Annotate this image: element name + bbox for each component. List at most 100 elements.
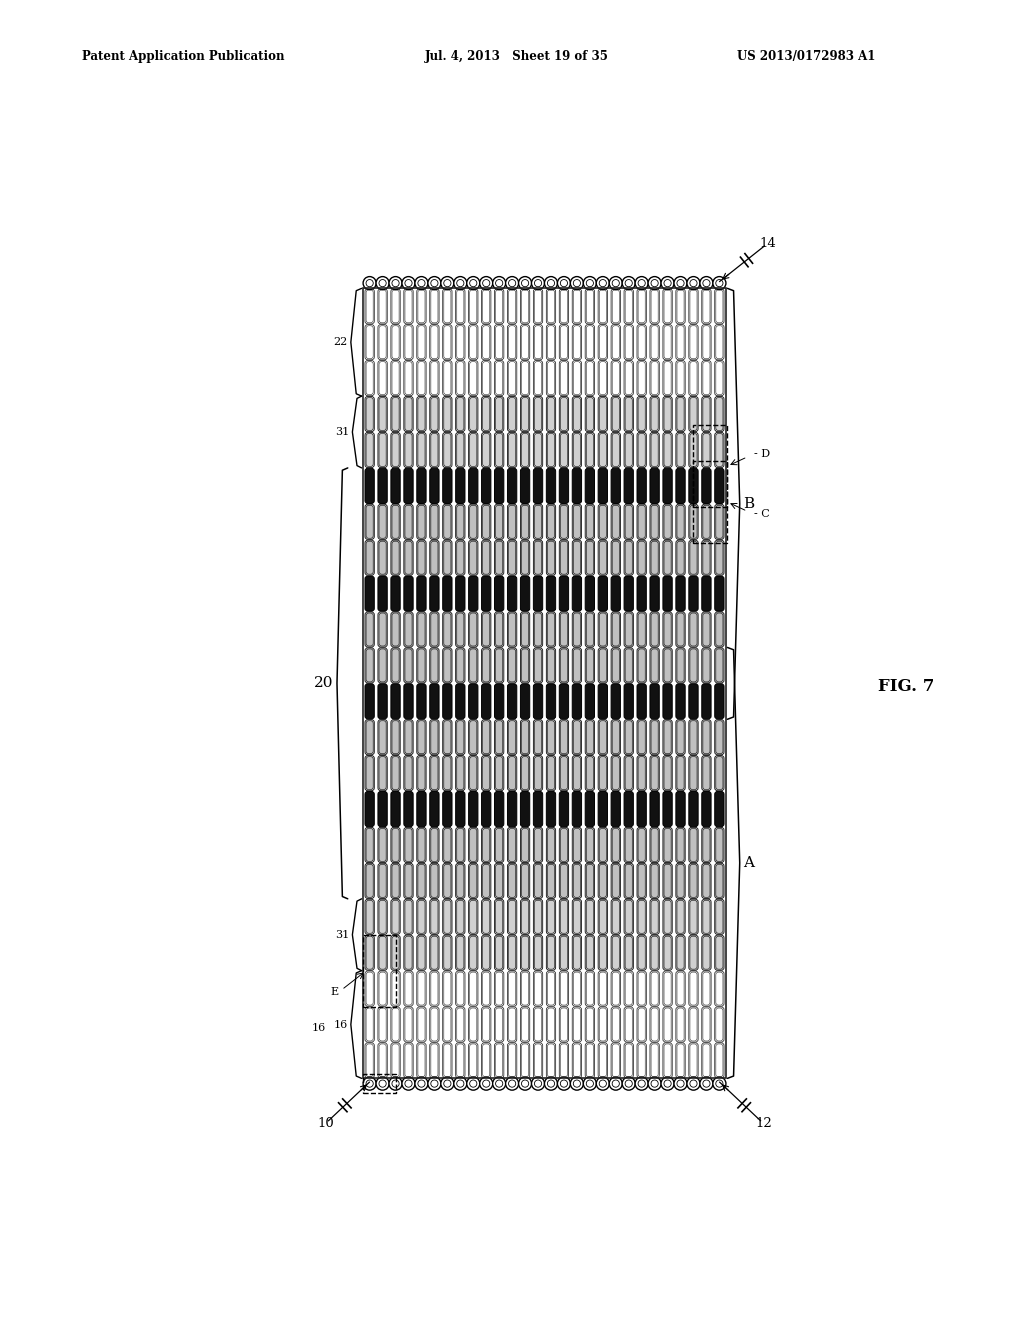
Circle shape xyxy=(609,1077,623,1090)
FancyBboxPatch shape xyxy=(547,684,556,719)
FancyBboxPatch shape xyxy=(663,469,672,503)
FancyBboxPatch shape xyxy=(676,719,685,755)
FancyBboxPatch shape xyxy=(495,648,504,682)
FancyBboxPatch shape xyxy=(689,935,698,970)
FancyBboxPatch shape xyxy=(365,576,375,611)
FancyBboxPatch shape xyxy=(417,935,426,970)
FancyBboxPatch shape xyxy=(547,360,556,396)
FancyBboxPatch shape xyxy=(469,648,478,682)
FancyBboxPatch shape xyxy=(689,360,698,396)
FancyBboxPatch shape xyxy=(391,360,400,396)
FancyBboxPatch shape xyxy=(559,612,568,647)
Circle shape xyxy=(454,1077,467,1090)
FancyBboxPatch shape xyxy=(378,828,387,862)
FancyBboxPatch shape xyxy=(598,289,607,323)
FancyBboxPatch shape xyxy=(598,612,607,647)
FancyBboxPatch shape xyxy=(701,612,711,647)
FancyBboxPatch shape xyxy=(481,828,490,862)
FancyBboxPatch shape xyxy=(598,1043,607,1078)
Circle shape xyxy=(545,277,557,289)
FancyBboxPatch shape xyxy=(689,828,698,862)
FancyBboxPatch shape xyxy=(547,972,556,1006)
FancyBboxPatch shape xyxy=(585,612,595,647)
FancyBboxPatch shape xyxy=(689,289,698,323)
FancyBboxPatch shape xyxy=(520,648,529,682)
FancyBboxPatch shape xyxy=(520,360,529,396)
Circle shape xyxy=(402,277,415,289)
Circle shape xyxy=(440,1077,454,1090)
FancyBboxPatch shape xyxy=(650,899,659,935)
FancyBboxPatch shape xyxy=(715,325,724,360)
Circle shape xyxy=(548,1080,555,1088)
FancyBboxPatch shape xyxy=(701,504,711,540)
Circle shape xyxy=(716,1080,723,1088)
FancyBboxPatch shape xyxy=(508,935,517,970)
FancyBboxPatch shape xyxy=(559,433,568,467)
FancyBboxPatch shape xyxy=(676,684,685,719)
FancyBboxPatch shape xyxy=(456,289,465,323)
FancyBboxPatch shape xyxy=(663,935,672,970)
Circle shape xyxy=(389,277,402,289)
FancyBboxPatch shape xyxy=(650,863,659,899)
FancyBboxPatch shape xyxy=(456,828,465,862)
FancyBboxPatch shape xyxy=(650,684,659,719)
FancyBboxPatch shape xyxy=(624,972,634,1006)
Circle shape xyxy=(366,280,373,286)
FancyBboxPatch shape xyxy=(598,648,607,682)
Circle shape xyxy=(713,1077,726,1090)
FancyBboxPatch shape xyxy=(378,1007,387,1041)
FancyBboxPatch shape xyxy=(701,325,711,360)
FancyBboxPatch shape xyxy=(585,792,595,826)
FancyBboxPatch shape xyxy=(689,684,698,719)
FancyBboxPatch shape xyxy=(611,899,621,935)
FancyBboxPatch shape xyxy=(378,1043,387,1078)
FancyBboxPatch shape xyxy=(403,540,413,576)
FancyBboxPatch shape xyxy=(701,719,711,755)
FancyBboxPatch shape xyxy=(495,1007,504,1041)
FancyBboxPatch shape xyxy=(572,972,582,1006)
FancyBboxPatch shape xyxy=(676,289,685,323)
FancyBboxPatch shape xyxy=(547,1043,556,1078)
FancyBboxPatch shape xyxy=(365,828,375,862)
Circle shape xyxy=(623,277,635,289)
Circle shape xyxy=(470,1080,477,1088)
FancyBboxPatch shape xyxy=(624,612,634,647)
FancyBboxPatch shape xyxy=(611,719,621,755)
FancyBboxPatch shape xyxy=(469,755,478,791)
FancyBboxPatch shape xyxy=(365,792,375,826)
FancyBboxPatch shape xyxy=(650,325,659,360)
FancyBboxPatch shape xyxy=(572,899,582,935)
FancyBboxPatch shape xyxy=(508,648,517,682)
Text: - D: - D xyxy=(754,449,770,459)
FancyBboxPatch shape xyxy=(534,360,543,396)
FancyBboxPatch shape xyxy=(572,1007,582,1041)
FancyBboxPatch shape xyxy=(598,504,607,540)
FancyBboxPatch shape xyxy=(637,972,646,1006)
FancyBboxPatch shape xyxy=(378,755,387,791)
FancyBboxPatch shape xyxy=(637,828,646,862)
FancyBboxPatch shape xyxy=(663,576,672,611)
Circle shape xyxy=(493,1077,506,1090)
FancyBboxPatch shape xyxy=(534,935,543,970)
Circle shape xyxy=(557,277,570,289)
FancyBboxPatch shape xyxy=(611,289,621,323)
FancyBboxPatch shape xyxy=(663,289,672,323)
FancyBboxPatch shape xyxy=(701,935,711,970)
FancyBboxPatch shape xyxy=(534,433,543,467)
FancyBboxPatch shape xyxy=(508,325,517,360)
FancyBboxPatch shape xyxy=(650,540,659,576)
FancyBboxPatch shape xyxy=(650,360,659,396)
Circle shape xyxy=(584,277,596,289)
FancyBboxPatch shape xyxy=(481,935,490,970)
FancyBboxPatch shape xyxy=(378,612,387,647)
FancyBboxPatch shape xyxy=(689,648,698,682)
FancyBboxPatch shape xyxy=(520,755,529,791)
Text: 31: 31 xyxy=(335,426,349,437)
FancyBboxPatch shape xyxy=(611,1007,621,1041)
FancyBboxPatch shape xyxy=(534,648,543,682)
Circle shape xyxy=(687,1077,700,1090)
FancyBboxPatch shape xyxy=(676,433,685,467)
FancyBboxPatch shape xyxy=(520,684,529,719)
FancyBboxPatch shape xyxy=(663,1007,672,1041)
FancyBboxPatch shape xyxy=(611,684,621,719)
